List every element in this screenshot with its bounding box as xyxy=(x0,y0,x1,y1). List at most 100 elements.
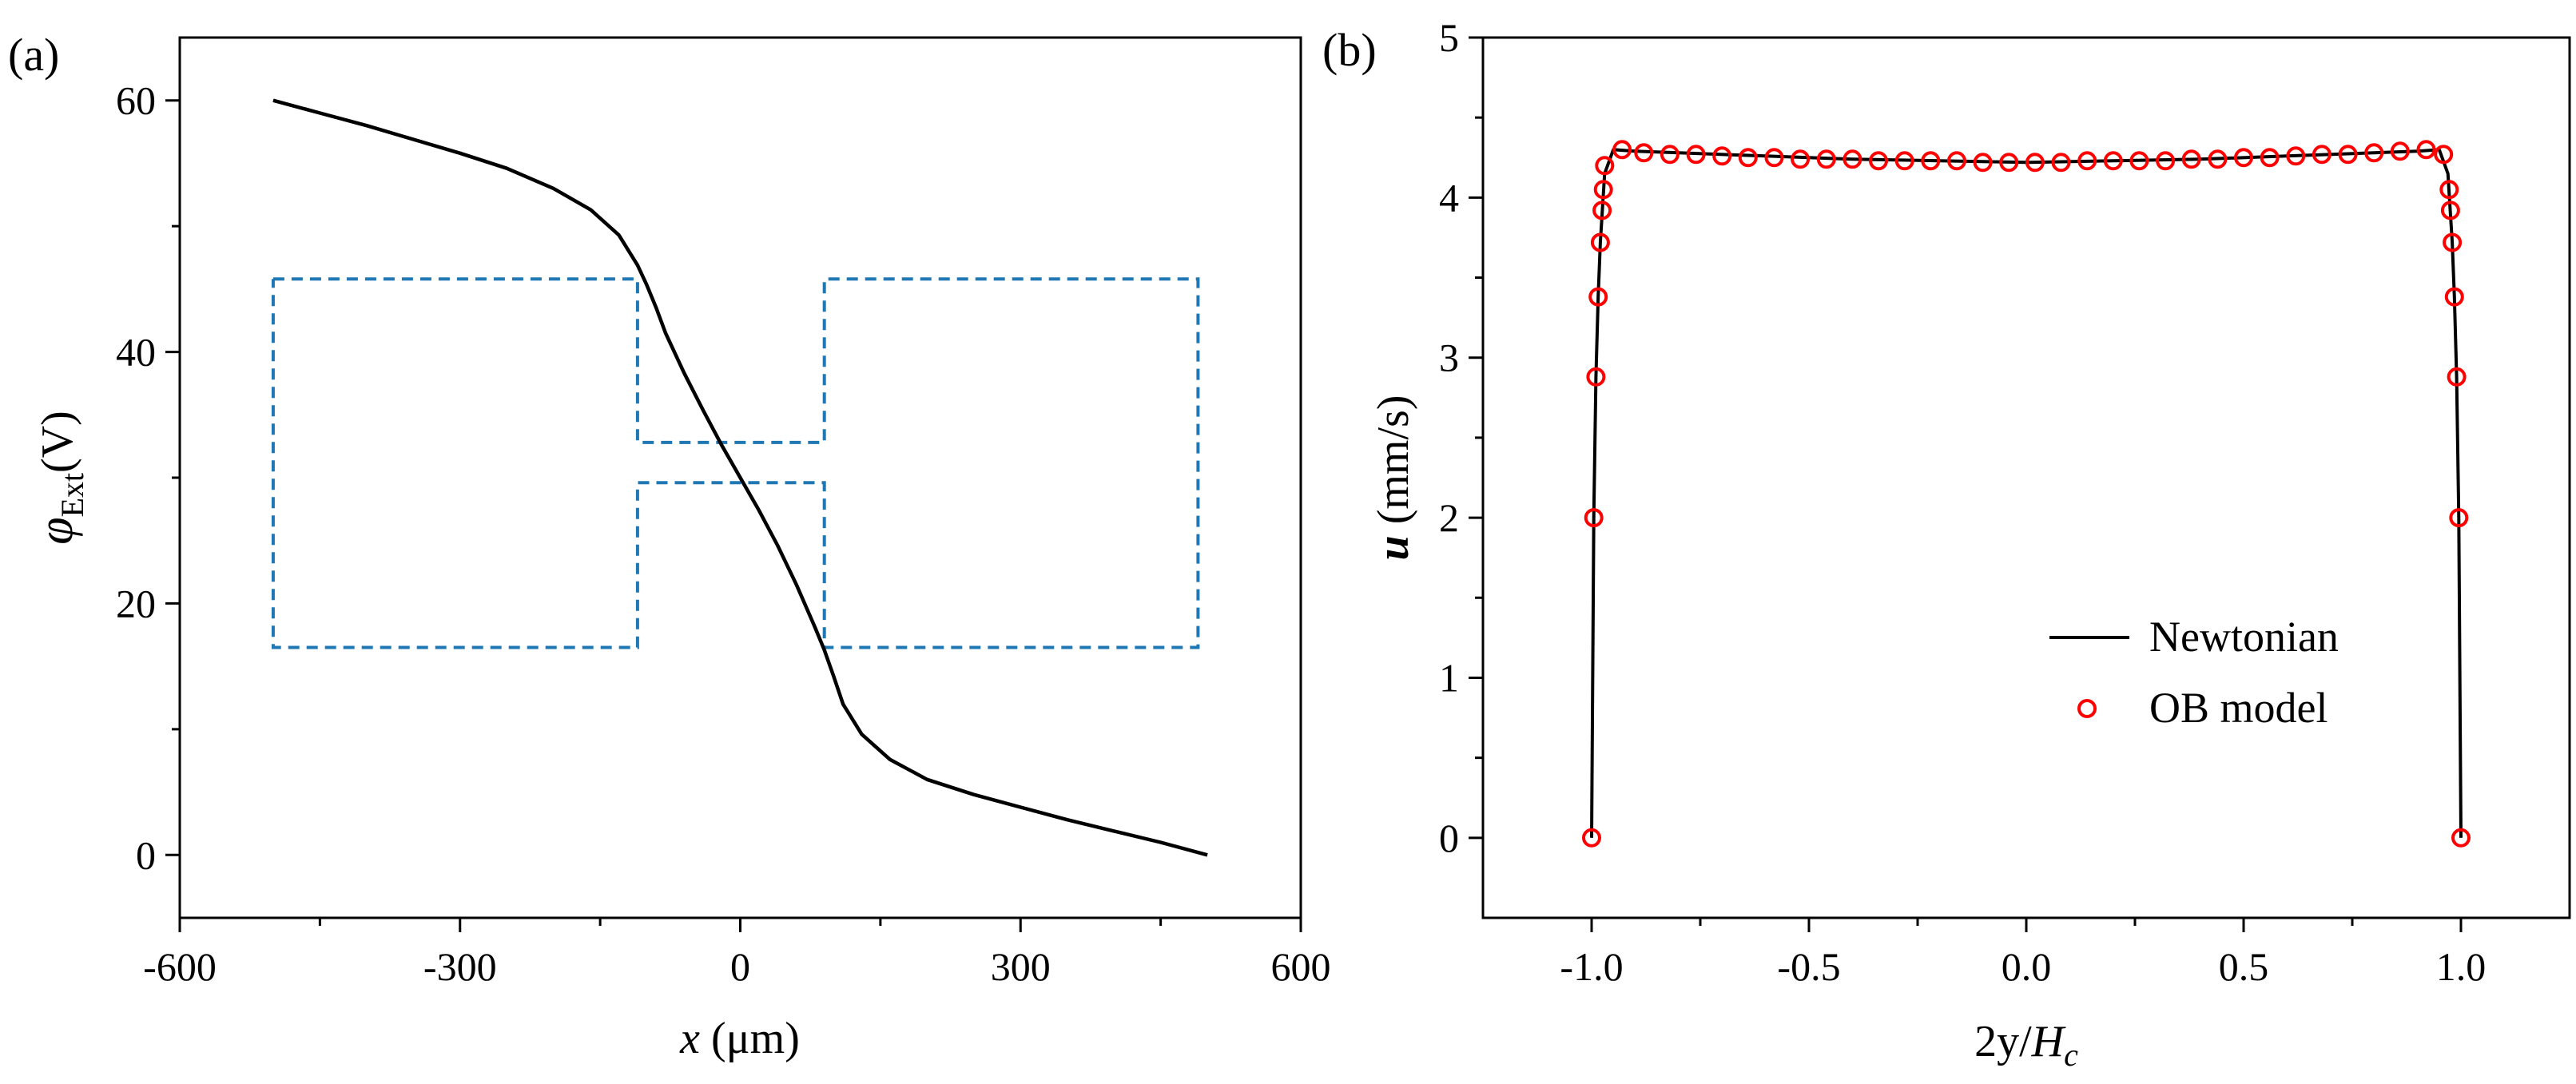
ob-model-point xyxy=(1816,149,1836,169)
panel-a-x-axis-symbol: x xyxy=(679,1014,700,1063)
ob-model-point xyxy=(1582,828,1601,848)
ob-model-point xyxy=(2260,148,2280,168)
ob-model-point xyxy=(1686,145,1706,165)
panel-a-x-axis-title: x (μm) xyxy=(679,1014,800,1063)
ob-model-point xyxy=(2077,151,2097,171)
ob-model-point xyxy=(1612,140,1632,160)
ob-model-point xyxy=(2338,145,2358,165)
panel-a-y-axis-title: φExt(V) xyxy=(29,411,90,545)
ob-model-point xyxy=(2443,232,2463,252)
panel-b-x-axis-prefix: 2y/ xyxy=(1974,1017,2032,1066)
panel-b-x-tick-label: 1.0 xyxy=(2436,944,2487,989)
ob-model-point xyxy=(1588,287,1608,307)
panel-b-y-tick-label: 1 xyxy=(1439,655,1459,700)
panel-a-y-axis-symbol: φ xyxy=(29,517,83,544)
panel-b-y-axis-symbol: u xyxy=(1369,535,1418,560)
ob-model-point xyxy=(2416,140,2436,160)
ob-model-point xyxy=(1869,151,1888,171)
panel-a-y-tick-label: 40 xyxy=(116,330,156,375)
panel-b-y-tick-label: 0 xyxy=(1439,816,1459,860)
panel-a-x-tick-label: 600 xyxy=(1271,944,1331,989)
panel-a-y-tick-label: 60 xyxy=(116,78,156,123)
ob-model-point xyxy=(2449,508,2469,528)
panel-b-y-axis-title: u (mm/s) xyxy=(1369,395,1418,561)
ob-model-point xyxy=(2208,149,2228,169)
ob-model-point xyxy=(1791,149,1811,169)
panel-b-y-axis-unit: (mm/s) xyxy=(1369,395,1418,536)
ob-model-point xyxy=(2364,143,2384,163)
ob-model-point xyxy=(1586,367,1606,387)
ob-model-point xyxy=(2439,180,2459,200)
ob-model-point xyxy=(2156,151,2176,171)
ob-model-point xyxy=(2440,201,2460,220)
ob-model-point xyxy=(1634,143,1654,163)
legend-ob-model-label: OB model xyxy=(2149,684,2328,732)
panel-b-chart: (b) -1.0 -0.5 0.0 0.5 1.0 0 1 2 3 4 5 2y/Hc u (mm/… xyxy=(1322,15,2571,1073)
panel-b-ticks: -1.0 -0.5 0.0 0.5 1.0 0 1 2 3 4 5 xyxy=(1439,15,2486,989)
ob-model-point xyxy=(1894,151,1914,171)
ob-model-point xyxy=(1764,148,1784,168)
ob-model-point xyxy=(2451,828,2471,848)
panel-a-channel-outline xyxy=(271,277,1200,649)
panel-b-legend: Newtonian OB model xyxy=(2049,613,2339,732)
ob-model-point xyxy=(2444,287,2464,307)
legend-newtonian-label: Newtonian xyxy=(2149,613,2339,661)
panel-b-series xyxy=(1582,140,2471,848)
ob-model-point xyxy=(1592,201,1612,220)
ob-model-point xyxy=(2181,149,2201,169)
ob-model-point xyxy=(2025,153,2045,173)
panel-b-y-tick-label: 4 xyxy=(1439,175,1459,220)
ob-model-point xyxy=(1973,153,1993,173)
panel-b-x-axis-symbol: H xyxy=(2031,1017,2066,1066)
panel-b-y-tick-label: 3 xyxy=(1439,336,1459,380)
panel-a-x-tick-label: 0 xyxy=(730,944,750,989)
legend-ob-model-marker xyxy=(2077,699,2097,718)
panel-b-tag: (b) xyxy=(1322,24,1377,76)
panel-b-y-tick-label: 5 xyxy=(1439,15,1459,60)
ob-model-point xyxy=(2390,141,2410,161)
ob-model-point xyxy=(2434,145,2454,165)
panel-a-y-axis-unit: (V) xyxy=(33,411,82,473)
ob-model-point xyxy=(1590,232,1610,252)
ob-model-point xyxy=(2286,146,2306,166)
panel-a-y-tick-label: 20 xyxy=(116,581,156,625)
ob-model-point xyxy=(1999,153,2019,173)
ob-model-point xyxy=(1843,149,1862,169)
ob-model-point xyxy=(1593,180,1613,200)
panel-b-plot-frame xyxy=(1481,36,2571,919)
ob-model-point xyxy=(1738,148,1758,168)
panel-a-x-axis-unit: (μm) xyxy=(700,1014,800,1063)
panel-b-x-axis-title: 2y/Hc xyxy=(1974,1017,2078,1073)
panel-b-y-tick-label: 2 xyxy=(1439,495,1459,540)
panel-b-x-tick-label: 0.5 xyxy=(2219,944,2269,989)
ob-model-point xyxy=(2447,367,2467,387)
potential-curve xyxy=(272,98,1208,857)
panel-b-x-tick-label: -1.0 xyxy=(1560,944,1623,989)
panel-b-x-tick-label: -0.5 xyxy=(1777,944,1840,989)
panel-b-x-tick-label: 0.0 xyxy=(2002,944,2052,989)
panel-a-y-tick-label: 0 xyxy=(136,832,156,877)
panel-a-tag: (a) xyxy=(8,29,59,81)
ob-model-point xyxy=(1595,156,1615,176)
panel-a-chart: (a) -600 -300 0 300 600 0 20 40 60 x (μm) φExt(V… xyxy=(8,29,1331,1063)
panel-a-x-tick-label: -600 xyxy=(143,944,217,989)
ob-model-point xyxy=(1660,145,1680,165)
ob-model-point xyxy=(1584,508,1604,528)
ob-model-point xyxy=(2051,153,2071,173)
ob-model-point xyxy=(1712,146,1732,166)
ob-model-point xyxy=(2129,151,2149,171)
panel-a-series xyxy=(272,98,1208,857)
panel-a-ticks: -600 -300 0 300 600 0 20 40 60 xyxy=(116,78,1331,989)
ob-model-point xyxy=(2234,148,2253,168)
panel-a-y-axis-subscript: Ext xyxy=(54,473,90,518)
ob-model-point xyxy=(1947,151,1966,171)
ob-model-point xyxy=(2103,151,2123,171)
channel-outline-path xyxy=(271,277,1200,649)
panel-b-x-axis-subscript: c xyxy=(2064,1037,2078,1073)
panel-a-x-tick-label: 300 xyxy=(991,944,1051,989)
newtonian-line xyxy=(1590,148,2463,838)
ob-model-point xyxy=(2312,145,2332,165)
panel-a-x-tick-label: -300 xyxy=(423,944,497,989)
ob-model-point xyxy=(1921,151,1941,171)
